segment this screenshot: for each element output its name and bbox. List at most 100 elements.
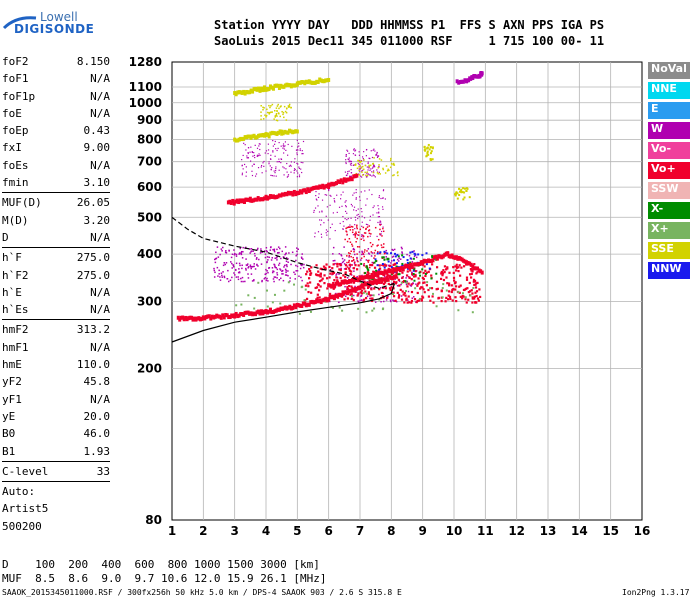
echo-dot	[254, 156, 256, 159]
echo-dot	[215, 251, 217, 254]
echo-dot	[336, 194, 338, 196]
echo-dot	[417, 277, 420, 280]
trace-dot	[291, 305, 295, 310]
trace-dot	[233, 314, 237, 319]
echo-dot	[214, 258, 216, 261]
trace-dot	[268, 307, 272, 312]
echo-dot	[261, 280, 263, 283]
echo-dot	[351, 205, 353, 207]
echo-dot	[279, 269, 282, 271]
echo-dot	[279, 115, 281, 118]
echo-dot	[364, 232, 367, 234]
echo-dot	[296, 247, 298, 249]
echo-dot	[406, 285, 409, 288]
echo-dot	[323, 222, 325, 224]
echo-dot	[393, 252, 396, 255]
trace-dot	[349, 176, 353, 181]
echo-dot	[407, 299, 409, 301]
param-value: 26.05	[76, 196, 110, 210]
x-tick-label: 11	[477, 524, 494, 538]
echo-dot	[221, 250, 223, 252]
echo-dot	[278, 278, 281, 281]
param-value: N/A	[90, 72, 110, 86]
echo-dot	[346, 266, 349, 268]
echo-dot	[231, 276, 233, 279]
echo-dot	[350, 203, 352, 206]
echo-dot	[370, 168, 372, 170]
echo-dot	[271, 271, 274, 274]
trace-dot	[307, 302, 311, 307]
echo-dot	[351, 226, 354, 228]
echo-dot	[378, 171, 380, 173]
echo-dot	[265, 279, 268, 282]
echo-dot	[372, 270, 375, 273]
trace-dot	[292, 129, 296, 134]
echo-dot	[366, 172, 368, 174]
trace-dot	[267, 309, 271, 314]
echo-dot	[350, 293, 353, 296]
echo-dot	[276, 259, 278, 261]
echo-dot	[386, 274, 389, 277]
echo-dot	[315, 194, 317, 197]
echo-dot	[397, 174, 399, 177]
echo-dot	[266, 108, 268, 111]
trace-dot	[267, 134, 271, 139]
echo-dot	[316, 293, 319, 296]
echo-dot	[287, 270, 289, 272]
echo-dot	[364, 290, 367, 293]
trace-dot	[431, 258, 435, 263]
echo-dot	[358, 168, 360, 170]
echo-dot	[371, 171, 373, 173]
echo-dot	[271, 111, 273, 113]
echo-dot	[273, 143, 276, 145]
echo-dot	[280, 158, 283, 160]
echo-dot	[238, 252, 241, 254]
echo-dot	[459, 190, 462, 193]
echo-dot	[451, 299, 454, 302]
echo-dot	[367, 248, 370, 250]
echo-dot	[338, 253, 341, 255]
echo-dot	[279, 247, 281, 250]
echo-dot	[329, 269, 332, 271]
echo-dot	[295, 264, 297, 267]
echo-dot	[300, 276, 302, 279]
echo-dot	[377, 172, 380, 175]
echo-dot	[332, 212, 334, 214]
echo-dot	[301, 171, 303, 174]
trace-dot	[341, 180, 345, 185]
echo-dot	[264, 273, 267, 276]
echo-dot	[349, 252, 351, 255]
echo-dot	[473, 297, 476, 300]
echo-dot	[278, 169, 280, 171]
echo-dot	[375, 154, 377, 156]
echo-dot	[474, 291, 477, 294]
echo-dot	[361, 251, 364, 254]
echo-dot	[348, 237, 351, 240]
echo-dot	[253, 296, 256, 299]
echo-dot	[288, 106, 291, 108]
echo-dot	[425, 271, 428, 274]
echo-dot	[285, 271, 287, 274]
echo-dot	[363, 239, 365, 242]
echo-dot	[352, 275, 356, 278]
echo-dot	[397, 260, 400, 262]
echo-dot	[449, 297, 452, 301]
param-row: foF2 8.150	[2, 53, 110, 70]
echo-dot	[300, 161, 302, 164]
echo-dot	[468, 281, 471, 285]
echo-dot	[382, 197, 384, 199]
echo-dot	[249, 264, 252, 266]
echo-dot	[471, 270, 474, 273]
echo-dot	[363, 232, 366, 234]
echo-dot	[422, 281, 425, 284]
echo-dot	[288, 165, 290, 167]
echo-dot	[349, 175, 351, 177]
echo-dot	[415, 256, 418, 259]
trace-dot	[410, 264, 414, 269]
echo-dot	[320, 224, 322, 226]
param-label: foEs	[2, 158, 29, 172]
echo-dot	[234, 252, 236, 255]
param-label: hmF1	[2, 340, 29, 354]
echo-dot	[325, 263, 328, 266]
echo-dot	[286, 107, 288, 109]
